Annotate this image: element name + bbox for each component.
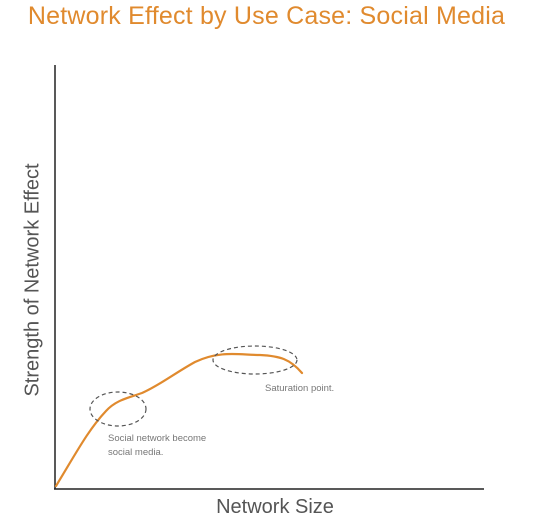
annotation-social-media-line-2: social media. — [108, 447, 163, 458]
annotation-social-media-line-1: Social network become — [108, 433, 206, 444]
chart-title: Network Effect by Use Case: Social Media — [27, 2, 506, 30]
annotation-saturation: Saturation point. — [265, 383, 334, 394]
network-effect-curve — [54, 352, 304, 488]
social-media-marker — [89, 391, 147, 427]
x-axis-label: Network Size — [216, 496, 334, 518]
y-axis-label: Strength of Network Effect — [21, 163, 44, 397]
saturation-marker — [212, 345, 298, 375]
